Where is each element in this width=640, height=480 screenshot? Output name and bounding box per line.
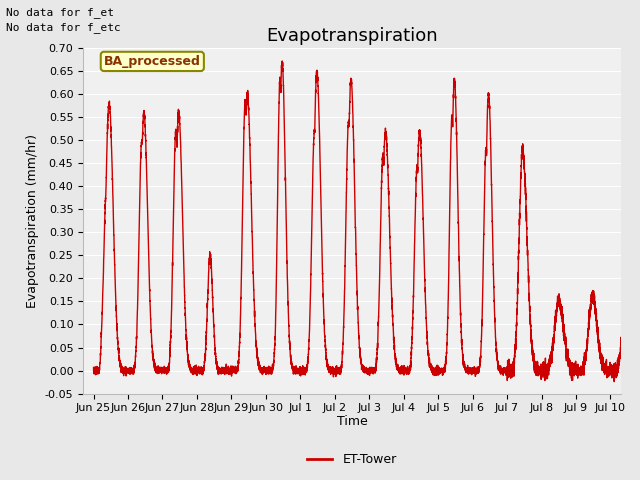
Title: Evapotranspiration: Evapotranspiration	[266, 27, 438, 45]
Text: No data for f_et: No data for f_et	[6, 7, 115, 18]
Text: BA_processed: BA_processed	[104, 55, 201, 68]
X-axis label: Time: Time	[337, 415, 367, 428]
Y-axis label: Evapotranspiration (mm/hr): Evapotranspiration (mm/hr)	[26, 134, 39, 308]
Text: No data for f_etc: No data for f_etc	[6, 22, 121, 33]
Legend: ET-Tower: ET-Tower	[302, 448, 402, 471]
